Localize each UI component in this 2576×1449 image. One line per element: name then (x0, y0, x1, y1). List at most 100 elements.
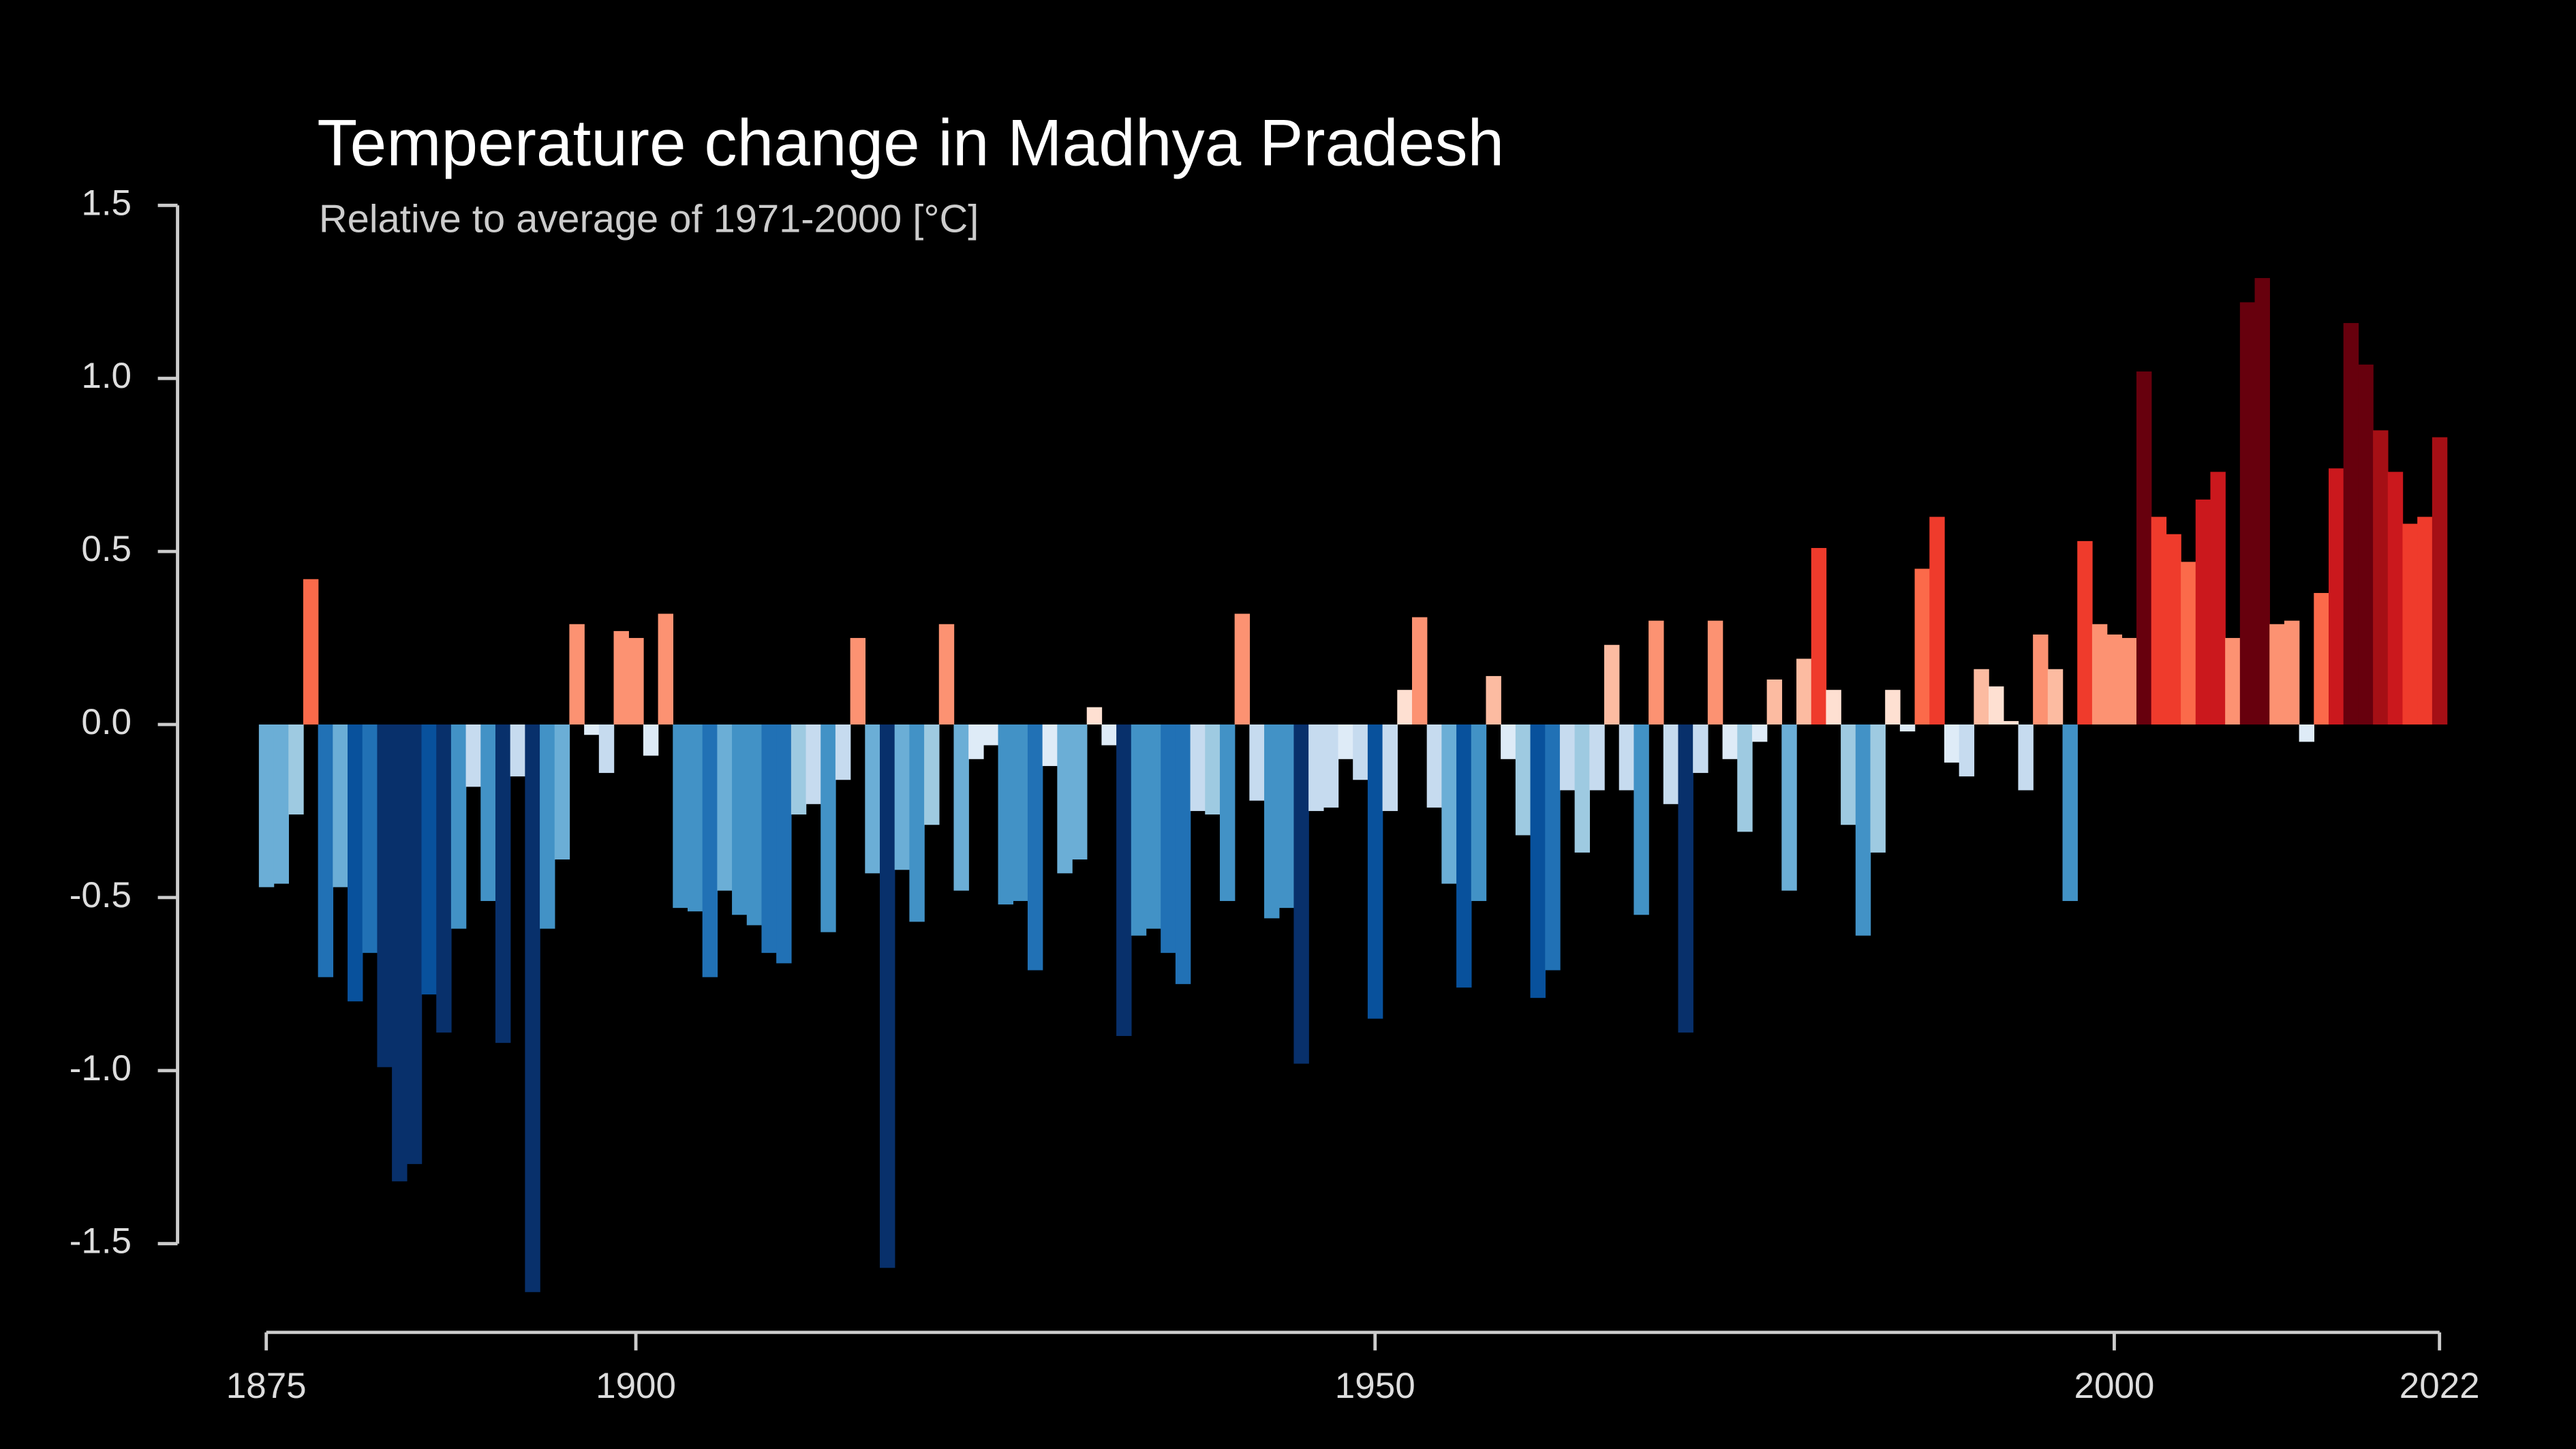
bar (1751, 724, 1768, 742)
bar (1027, 724, 1043, 971)
bar (1989, 686, 2004, 724)
bar (1057, 724, 1073, 874)
bar (1796, 658, 1812, 724)
bar (1161, 724, 1176, 954)
bar (1249, 724, 1265, 801)
bar (2018, 724, 2034, 791)
bar (628, 638, 644, 724)
bar (1501, 724, 1516, 759)
x-tick-label: 2000 (2074, 1366, 2154, 1406)
bar (2329, 468, 2344, 724)
bar (362, 724, 378, 954)
bar (288, 724, 304, 815)
bar (1515, 724, 1531, 836)
bar (1574, 724, 1591, 853)
bar (377, 724, 393, 1067)
bar (1013, 724, 1028, 901)
bar (569, 624, 585, 724)
bar (2121, 638, 2137, 724)
bar (1101, 724, 1117, 746)
y-tick-label: -1.5 (70, 1221, 132, 1262)
x-tick-label: 1875 (226, 1366, 307, 1406)
bar (1382, 724, 1398, 811)
bar (938, 624, 955, 724)
bar (1811, 548, 1827, 724)
bar (2239, 302, 2256, 724)
bar (1323, 724, 1339, 808)
chart-subtitle: Relative to average of 1971-2000 [°C] (319, 198, 979, 241)
bar (333, 724, 348, 887)
bar (1885, 690, 1901, 724)
bar (450, 724, 467, 929)
bar (1870, 724, 1886, 853)
bar (1353, 724, 1368, 780)
bar (1190, 724, 1206, 811)
bar (1974, 669, 1989, 724)
bar (1278, 724, 1295, 909)
bar (1338, 724, 1353, 759)
bar (2387, 472, 2404, 724)
bar (806, 724, 821, 804)
bar (348, 724, 363, 1002)
bar (584, 724, 600, 735)
bar (510, 724, 526, 777)
bar (1545, 724, 1561, 971)
bar (1426, 724, 1443, 808)
bar (717, 724, 733, 891)
y-tick-label: -0.5 (70, 875, 132, 915)
bar (2225, 638, 2241, 724)
bar (2358, 364, 2374, 724)
bar (2432, 437, 2448, 724)
bar (1234, 613, 1251, 724)
x-tick-label: 1900 (596, 1366, 676, 1406)
bar (495, 724, 511, 1043)
y-tick-label: 0.5 (81, 529, 132, 569)
bar (643, 724, 659, 756)
bar (1264, 724, 1280, 919)
bar (2402, 523, 2418, 724)
bar (1929, 517, 1945, 724)
bar (1471, 724, 1487, 901)
bar (2299, 724, 2315, 742)
y-tick-label: 1.0 (81, 356, 132, 396)
bar (2062, 724, 2078, 901)
bar (2210, 472, 2226, 724)
bar (1678, 724, 1693, 1033)
bar (2195, 499, 2211, 724)
bar (658, 613, 674, 724)
bar (1649, 620, 1664, 724)
bar (540, 724, 555, 929)
bar (1722, 724, 1738, 759)
y-tick-label: 0.0 (81, 702, 132, 742)
bar (1619, 724, 1635, 791)
bar (1841, 724, 1856, 825)
bar (924, 724, 940, 825)
bar (835, 724, 851, 780)
bar (702, 724, 718, 977)
bar (1175, 724, 1191, 984)
bar (1707, 620, 1723, 724)
bar (318, 724, 334, 977)
bar (303, 579, 319, 724)
chart-title: Temperature change in Madhya Pradesh (317, 106, 1504, 179)
bar (406, 724, 423, 1164)
bar (2181, 562, 2196, 724)
bar (1367, 724, 1383, 1019)
bar (732, 724, 748, 915)
bar (1634, 724, 1649, 915)
bar (1663, 724, 1679, 804)
bar (776, 724, 792, 964)
bar (894, 724, 910, 870)
bar (687, 724, 703, 912)
bar (1131, 724, 1147, 936)
bar (554, 724, 570, 860)
bar (2254, 277, 2270, 725)
bar (1589, 724, 1605, 791)
bar (2314, 593, 2329, 724)
bar (1293, 724, 1309, 1064)
bar (2269, 624, 2285, 724)
bar (2106, 634, 2123, 724)
bar (2077, 540, 2093, 724)
bar (2284, 620, 2300, 724)
